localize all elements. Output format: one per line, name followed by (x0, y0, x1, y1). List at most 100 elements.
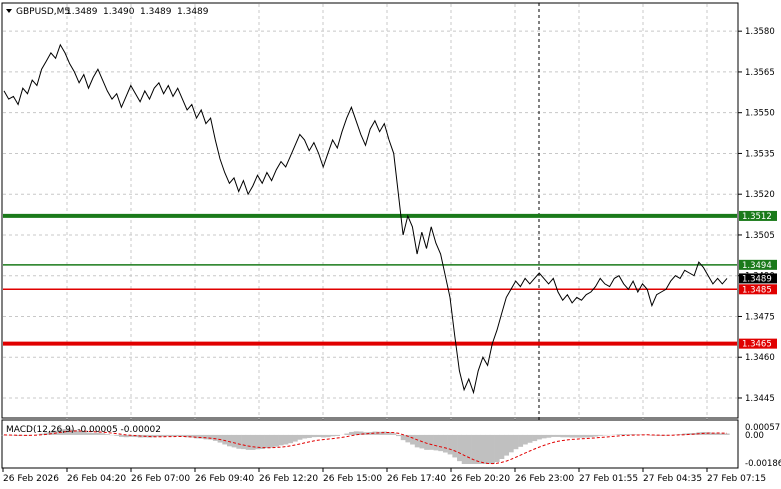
macd-bar (104, 434, 110, 435)
macd-bar (123, 434, 129, 438)
macd-bar (363, 432, 369, 435)
macd-bar (428, 434, 434, 450)
macd-bar (616, 434, 622, 435)
macd-bar (43, 432, 49, 435)
macd-bar (25, 434, 31, 436)
macd-bar (95, 432, 101, 435)
macd-bar (494, 434, 500, 463)
macd-bar (208, 434, 214, 440)
macd-bar (541, 434, 547, 439)
level-price-label: 1.3512 (742, 212, 772, 222)
macd-bar (658, 434, 664, 436)
macd-panel[interactable] (1, 419, 739, 469)
macd-bar (259, 434, 265, 450)
macd-bar (527, 434, 533, 443)
time-axis[interactable]: 26 Feb 2026 26 Feb 04:20 26 Feb 07:00 26 Fe… (2, 468, 766, 484)
macd-bar (320, 434, 326, 438)
macd-bar (189, 434, 195, 438)
macd-bar (555, 434, 561, 437)
macd-bar (180, 434, 186, 437)
price-tick-label: 1.3475 (745, 312, 775, 322)
macd-bar (81, 431, 87, 435)
macd-bar (156, 434, 162, 437)
macd-bar (466, 434, 472, 464)
macd-bar (119, 434, 125, 437)
price-grid (3, 30, 737, 399)
macd-bar (325, 434, 331, 438)
time-tick-label: 26 Feb 09:40 (195, 474, 254, 484)
macd-bar (217, 434, 223, 443)
macd-bar (358, 431, 364, 435)
macd-title: MACD(12,26,9) -0.00005 -0.00002 (6, 425, 161, 435)
time-tick-label: 26 Feb 2026 (3, 474, 59, 484)
time-tick-label: 27 Feb 07:15 (707, 474, 766, 484)
macd-bar (588, 434, 594, 438)
time-tick-label: 26 Feb 07:00 (131, 474, 190, 484)
macd-bar (471, 434, 477, 464)
macd-bar (292, 434, 298, 442)
macd-bar (597, 434, 603, 436)
level-price-tag (739, 259, 777, 270)
macd-bar (349, 431, 355, 435)
level-price-tag (739, 338, 777, 349)
price-tick-label: 1.3445 (745, 394, 775, 404)
time-tick-label: 27 Feb 01:55 (579, 474, 638, 484)
macd-bar (48, 431, 54, 435)
macd-bar (250, 434, 256, 450)
macd-bar (231, 434, 237, 448)
macd-bar (15, 434, 21, 436)
macd-bar (198, 434, 204, 439)
macd-bar (447, 434, 453, 455)
macd-tick-label: -0.00186 (745, 459, 781, 469)
macd-bar (475, 434, 481, 464)
macd-bar (715, 432, 721, 435)
macd-bar (560, 434, 566, 438)
macd-bar (72, 429, 78, 435)
macd-bar (302, 434, 308, 439)
level-price-label: 1.3465 (742, 340, 772, 350)
macd-bar (90, 432, 96, 435)
macd-bar (579, 434, 585, 438)
price-tick-label: 1.3565 (745, 68, 775, 78)
macd-bar (485, 434, 491, 464)
chart-header: GBPUSD,M5 1.3489 1.3490 1.3489 1.3489 (6, 7, 209, 17)
collapse-triangle-icon[interactable] (6, 9, 12, 13)
macd-bar (503, 434, 509, 456)
macd-bar (442, 434, 448, 453)
macd-bar (67, 429, 73, 435)
macd-bar (175, 434, 181, 437)
time-tick-label: 26 Feb 23:00 (515, 474, 574, 484)
level-lines (3, 213, 737, 346)
macd-bar (264, 434, 270, 449)
macd-bar (241, 434, 247, 450)
macd-bar (170, 434, 176, 437)
macd-bar (236, 434, 242, 449)
macd-bar (710, 432, 716, 435)
macd-bar (278, 434, 284, 446)
time-tick-label: 26 Feb 17:40 (387, 474, 446, 484)
price-tick-label: 1.3460 (745, 353, 775, 363)
macd-bar (391, 433, 397, 435)
macd-bar (719, 433, 725, 435)
macd-bar (626, 434, 632, 435)
macd-bar (677, 434, 683, 435)
macd-bar (288, 434, 294, 444)
macd-bar (269, 434, 275, 448)
macd-bar (400, 434, 406, 441)
macd-bar (11, 434, 17, 436)
macd-bar (574, 434, 580, 438)
price-line (3, 43, 728, 395)
macd-bar (518, 434, 524, 447)
macd-bar (522, 434, 528, 445)
macd-bar (396, 434, 402, 437)
macd-bar (480, 434, 486, 464)
price-panel[interactable] (1, 2, 739, 419)
low-value: 1.3489 (140, 7, 172, 17)
price-tick-label: 1.3550 (745, 109, 775, 119)
macd-bar (508, 434, 514, 453)
time-tick-label: 26 Feb 04:20 (67, 474, 126, 484)
macd-bar (424, 434, 430, 450)
macd-bar (245, 434, 251, 450)
